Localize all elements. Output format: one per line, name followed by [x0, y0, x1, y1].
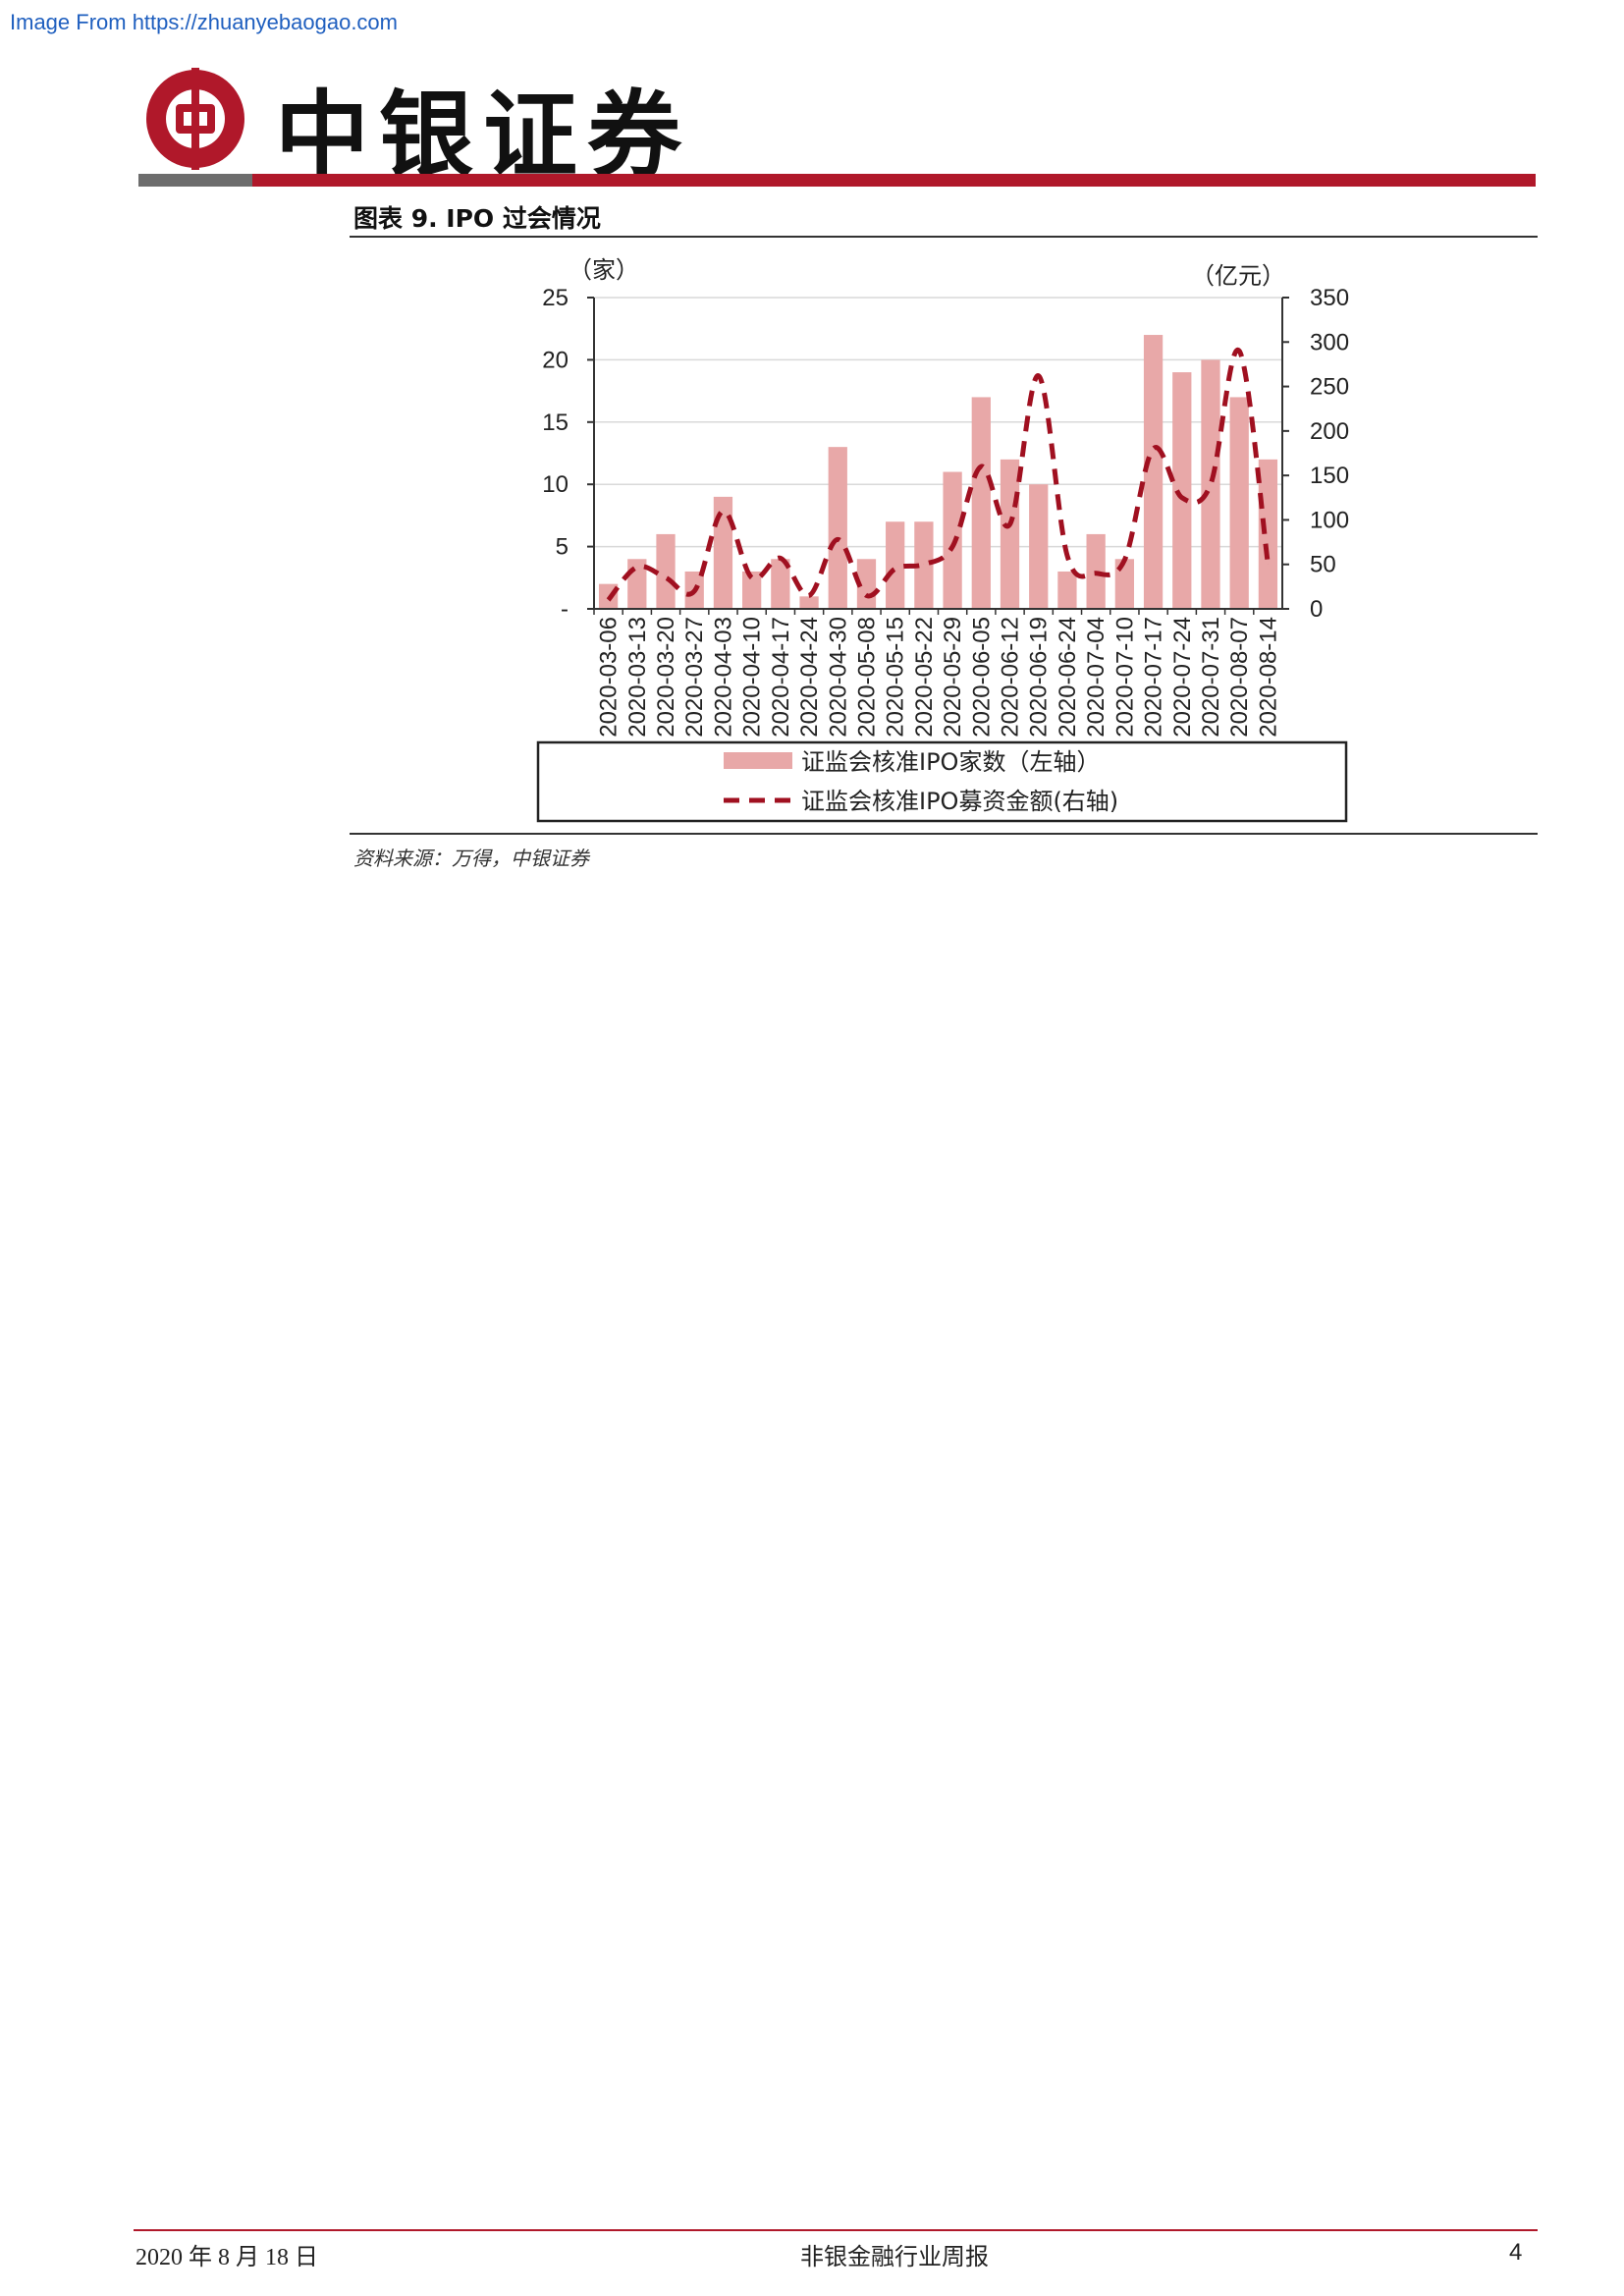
page-number: 4: [1509, 2239, 1523, 2266]
figure-source: 资料来源：万得，中银证券: [353, 847, 589, 870]
x-tick-label: 2020-06-19: [1026, 617, 1053, 738]
figure-title: 图表 9. IPO 过会情况: [353, 204, 601, 233]
bar: [742, 571, 762, 609]
legend-bar-label: 证监会核准IPO家数（左轴）: [801, 748, 1100, 776]
header-bar-gray: [138, 174, 252, 187]
left-tick-label: 5: [556, 534, 568, 561]
legend-line-label: 证监会核准IPO募资金额(右轴): [801, 788, 1118, 815]
x-tick-label: 2020-04-30: [825, 617, 851, 738]
brand-name: 中银证券: [275, 80, 691, 191]
x-tick-label: 2020-04-17: [768, 617, 794, 738]
x-tick-label: 2020-07-31: [1198, 617, 1224, 738]
amount-line: [606, 348, 1271, 602]
legend-bar-swatch: [724, 752, 792, 769]
left-tick-label: 20: [542, 347, 568, 373]
bar: [799, 596, 819, 609]
x-tick-label: 2020-07-17: [1141, 617, 1167, 738]
bar: [828, 447, 847, 609]
footer-rule: [134, 2229, 1538, 2231]
bar: [1143, 335, 1164, 609]
footer-report-name: 非银金融行业周报: [800, 2243, 989, 2270]
x-tick-label: 2020-03-20: [653, 617, 679, 738]
x-tick-label: 2020-04-03: [710, 617, 736, 738]
right-tick-label: 50: [1310, 552, 1336, 578]
bar: [1258, 459, 1278, 609]
bar: [1229, 397, 1249, 609]
bar: [886, 521, 905, 609]
x-tick-label: 2020-05-15: [883, 617, 909, 738]
x-tick-label: 2020-05-08: [853, 617, 880, 738]
left-axis-unit: （家）: [568, 256, 639, 284]
x-tick-label: 2020-08-14: [1255, 617, 1281, 738]
x-tick-label: 2020-04-24: [796, 617, 823, 738]
bar: [1057, 571, 1077, 609]
bottom-rule: [350, 833, 1538, 835]
bar: [971, 397, 991, 609]
bar: [1114, 559, 1134, 609]
logo-icon: [146, 68, 244, 170]
left-tick-label: 15: [542, 410, 568, 436]
x-tick-label: 2020-07-04: [1083, 617, 1110, 738]
bars-layer: [598, 335, 1278, 609]
bar: [627, 559, 647, 609]
line-layer: [606, 348, 1271, 602]
footer-date: 2020 年 8 月 18 日: [135, 2245, 318, 2270]
bar: [1172, 372, 1192, 609]
left-tick-label: 25: [542, 285, 568, 311]
grid-layer: [594, 297, 1282, 548]
bank-logo: [146, 68, 244, 170]
x-tick-label: 2020-03-13: [624, 617, 651, 738]
x-tick-label: 2020-03-06: [596, 617, 623, 738]
title-rule: [350, 236, 1538, 238]
legend-layer: 证监会核准IPO家数（左轴） 证监会核准IPO募资金额(右轴): [536, 740, 1348, 823]
x-tick-label: 2020-08-07: [1226, 617, 1253, 738]
bar: [656, 533, 676, 609]
x-tick-label: 2020-06-05: [968, 617, 995, 738]
axes-layer: [587, 297, 1289, 615]
bar: [1000, 459, 1020, 609]
bar: [713, 496, 733, 609]
x-tick-label: 2020-07-10: [1111, 617, 1138, 738]
left-tick-label: 10: [542, 471, 568, 498]
right-axis-unit: （亿元）: [1191, 262, 1285, 290]
x-tick-label: 2020-05-22: [911, 617, 938, 738]
right-tick-label: 150: [1310, 463, 1349, 489]
x-tick-label: 2020-07-24: [1169, 617, 1196, 738]
left-tick-label: -: [561, 596, 568, 623]
right-tick-label: 250: [1310, 374, 1349, 401]
watermark: Image From https://zhuanyebaogao.com: [10, 10, 398, 34]
bar: [771, 559, 790, 609]
legend-box: [536, 740, 1348, 823]
x-tick-label: 2020-03-27: [681, 617, 708, 738]
bar: [943, 471, 962, 609]
right-tick-label: 100: [1310, 507, 1349, 533]
right-tick-label: 200: [1310, 418, 1349, 445]
header-bar-red: [252, 174, 1536, 187]
x-tick-label: 2020-04-10: [739, 617, 766, 738]
right-tick-label: 350: [1310, 285, 1349, 311]
x-tick-label: 2020-05-29: [940, 617, 966, 738]
right-tick-label: 0: [1310, 596, 1323, 623]
bar: [1029, 484, 1049, 609]
x-tick-label: 2020-06-24: [1055, 617, 1081, 738]
bar: [914, 521, 934, 609]
right-tick-label: 300: [1310, 329, 1349, 355]
x-tick-label: 2020-06-12: [998, 617, 1024, 738]
